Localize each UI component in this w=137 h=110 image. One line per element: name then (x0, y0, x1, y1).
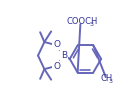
Text: 3: 3 (90, 22, 94, 27)
Text: CH: CH (101, 74, 113, 83)
Text: 3: 3 (109, 79, 113, 84)
Text: O: O (53, 62, 60, 71)
Text: O: O (53, 40, 60, 50)
Text: COOCH: COOCH (66, 17, 98, 26)
Text: B: B (61, 51, 67, 60)
